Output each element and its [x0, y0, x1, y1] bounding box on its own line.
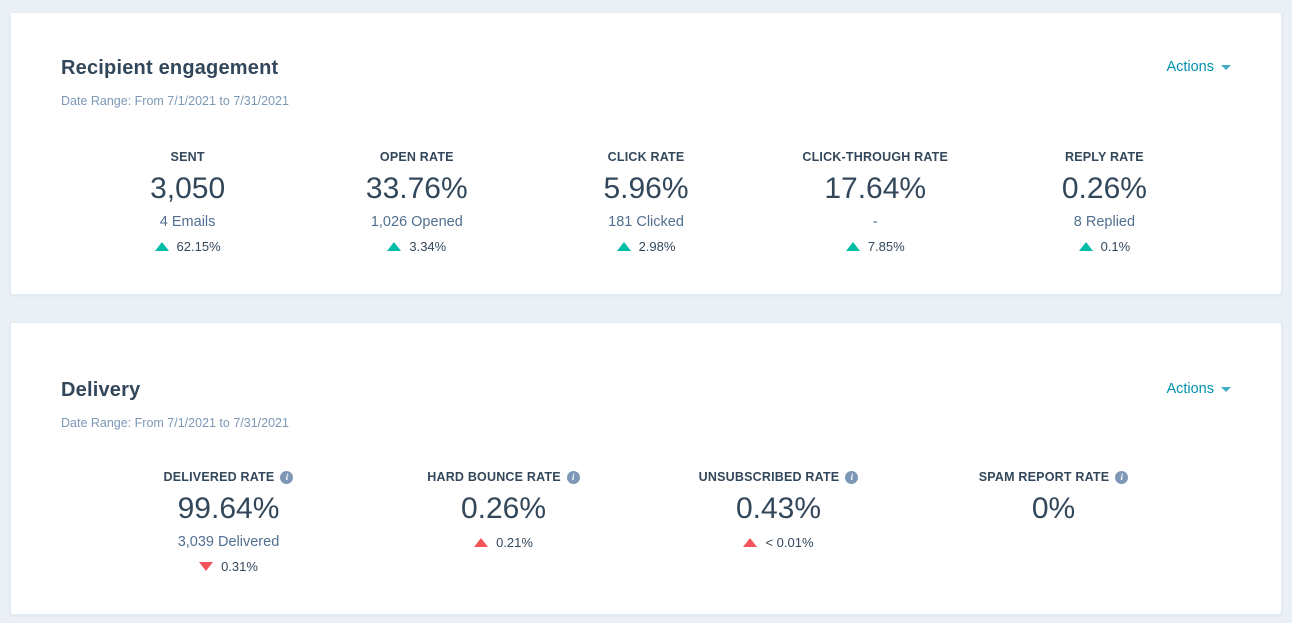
- metric-subtext: 181 Clicked: [608, 214, 684, 230]
- metric-label: SENT: [170, 150, 205, 164]
- metric-unsubscribed-rate: UNSUBSCRIBED RATE i 0.43% < 0.01%: [641, 470, 916, 574]
- metric-click-rate: CLICK RATE 5.96% 181 Clicked 2.98%: [531, 150, 760, 254]
- info-icon[interactable]: i: [845, 470, 859, 484]
- delivery-metrics-row: DELIVERED RATE i 99.64% 3,039 Delivered …: [61, 470, 1231, 574]
- metric-click-through-rate: CLICK-THROUGH RATE 17.64% - 7.85%: [761, 150, 990, 254]
- metric-label: OPEN RATE: [379, 150, 454, 164]
- metric-label: CLICK-THROUGH RATE: [802, 150, 949, 164]
- metric-delta: < 0.01%: [641, 535, 916, 550]
- metric-delta-value: 2.98%: [638, 239, 676, 254]
- info-icon[interactable]: i: [280, 470, 294, 484]
- metric-value: 0%: [1031, 492, 1076, 525]
- metric-label: HARD BOUNCE RATE: [427, 470, 561, 484]
- trend-up-icon: [845, 242, 860, 251]
- metric-value: 99.64%: [177, 492, 280, 525]
- metric-subtext: 8 Replied: [1073, 214, 1136, 230]
- metric-subtext: 1,026 Opened: [370, 214, 463, 230]
- trend-up-icon: [743, 538, 758, 547]
- actions-label: Actions: [1166, 59, 1214, 75]
- metric-value: 17.64%: [824, 172, 927, 205]
- date-range-label: Date Range: From 7/1/2021 to 7/31/2021: [61, 94, 289, 108]
- metric-subtext: 3,039 Delivered: [177, 534, 280, 550]
- metric-delivered-rate: DELIVERED RATE i 99.64% 3,039 Delivered …: [91, 470, 366, 574]
- trend-up-icon: [474, 538, 489, 547]
- trend-down-icon: [199, 562, 214, 571]
- metric-delta-value: 7.85%: [867, 239, 905, 254]
- metric-label: CLICK RATE: [607, 150, 685, 164]
- metric-delta: 0.1%: [990, 239, 1219, 254]
- metric-subtext: 4 Emails: [159, 214, 216, 230]
- metric-reply-rate: REPLY RATE 0.26% 8 Replied 0.1%: [990, 150, 1219, 254]
- info-icon[interactable]: i: [1115, 470, 1129, 484]
- trend-up-icon: [616, 242, 631, 251]
- recipient-engagement-card: Recipient engagement Date Range: From 7/…: [10, 12, 1282, 295]
- info-icon[interactable]: i: [566, 470, 580, 484]
- metric-value: 0.26%: [1061, 172, 1147, 205]
- card-header: Delivery Date Range: From 7/1/2021 to 7/…: [61, 379, 1231, 430]
- metric-value: 3,050: [150, 172, 226, 205]
- metric-label: UNSUBSCRIBED RATE: [698, 470, 840, 484]
- metric-delta: 7.85%: [761, 239, 990, 254]
- delivery-card: Delivery Date Range: From 7/1/2021 to 7/…: [10, 322, 1282, 615]
- metric-value: 5.96%: [603, 172, 689, 205]
- metric-delta: 62.15%: [73, 239, 302, 254]
- metric-value: 33.76%: [365, 172, 468, 205]
- engagement-metrics-row: SENT 3,050 4 Emails 62.15% OPEN RATE 33.…: [61, 150, 1231, 254]
- metric-delta-value: 3.34%: [409, 239, 447, 254]
- metric-delta-value: 0.1%: [1100, 239, 1131, 254]
- actions-dropdown-button[interactable]: Actions: [1166, 59, 1231, 75]
- actions-dropdown-button[interactable]: Actions: [1166, 381, 1231, 397]
- metric-hard-bounce-rate: HARD BOUNCE RATE i 0.26% 0.21%: [366, 470, 641, 574]
- chevron-down-icon: [1221, 386, 1231, 392]
- date-range-label: Date Range: From 7/1/2021 to 7/31/2021: [61, 416, 289, 430]
- metric-delta: 0.21%: [366, 535, 641, 550]
- card-header: Recipient engagement Date Range: From 7/…: [61, 57, 1231, 108]
- metric-label: REPLY RATE: [1064, 150, 1144, 164]
- metric-value: 0.26%: [460, 492, 547, 525]
- metric-label: DELIVERED RATE: [163, 470, 275, 484]
- metric-delta-value: 0.31%: [221, 559, 258, 574]
- trend-up-icon: [1078, 242, 1093, 251]
- card-title: Recipient engagement: [61, 57, 279, 79]
- trend-up-icon: [387, 242, 402, 251]
- metric-value: 0.43%: [735, 492, 822, 525]
- metric-delta: 0.31%: [91, 559, 366, 574]
- metric-sent: SENT 3,050 4 Emails 62.15%: [73, 150, 302, 254]
- metric-subtext: -: [872, 214, 878, 230]
- metric-label: SPAM REPORT RATE: [978, 470, 1110, 484]
- metric-delta: 3.34%: [302, 239, 531, 254]
- metric-delta: 2.98%: [531, 239, 760, 254]
- metric-open-rate: OPEN RATE 33.76% 1,026 Opened 3.34%: [302, 150, 531, 254]
- metric-spam-report-rate: SPAM REPORT RATE i 0%: [916, 470, 1191, 574]
- card-title: Delivery: [61, 379, 141, 401]
- trend-up-icon: [154, 242, 169, 251]
- metric-delta-value: 62.15%: [176, 239, 221, 254]
- actions-label: Actions: [1166, 381, 1214, 397]
- metric-delta-value: 0.21%: [496, 535, 533, 550]
- chevron-down-icon: [1221, 64, 1231, 70]
- metric-delta-value: < 0.01%: [765, 535, 814, 550]
